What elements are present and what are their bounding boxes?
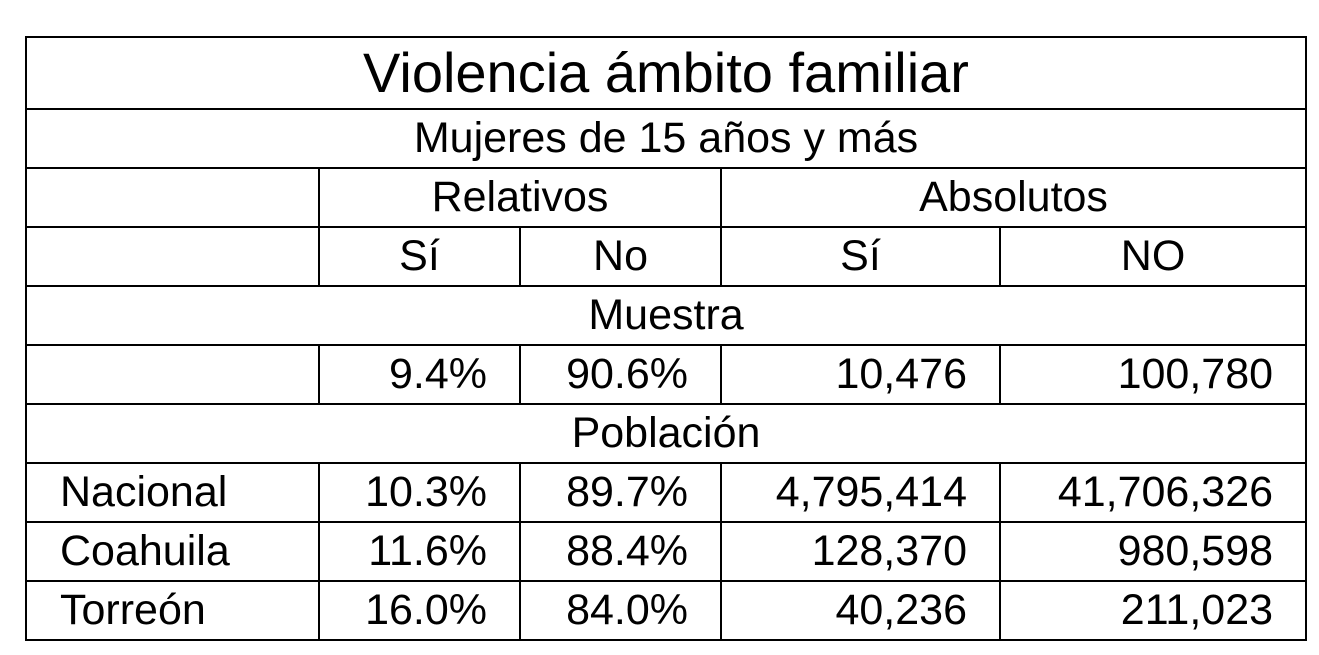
cell-rel-si: 16.0% (318, 580, 521, 641)
violence-stats-table: Violencia ámbito familiar Mujeres de 15 … (24, 36, 1308, 641)
cell-abs-no: 41,706,326 (998, 462, 1308, 523)
cell-abs-no: 980,598 (998, 521, 1308, 582)
group-header-absolutos: Absolutos (719, 167, 1308, 228)
row-label: Torreón (25, 580, 320, 641)
cell-abs-no: 100,780 (998, 344, 1308, 405)
column-header-abs-si: Sí (720, 226, 1001, 287)
cell-abs-si: 4,795,414 (720, 462, 1001, 523)
section-label-muestra: Muestra (24, 285, 1308, 346)
section-row-muestra: Muestra (24, 285, 1308, 346)
cell-rel-no: 89.7% (519, 462, 722, 523)
empty-header-cell (25, 226, 320, 287)
row-label: Nacional (25, 462, 320, 523)
column-header-rel-no: No (519, 226, 722, 287)
section-row-poblacion: Población (24, 403, 1308, 464)
title-row: Violencia ámbito familiar (24, 36, 1308, 110)
column-header-abs-no: NO (998, 226, 1308, 287)
row-label: Coahuila (25, 521, 320, 582)
cell-rel-no: 88.4% (519, 521, 722, 582)
cell-abs-si: 10,476 (720, 344, 1001, 405)
row-label (25, 344, 320, 405)
cell-rel-no: 90.6% (519, 344, 722, 405)
cell-abs-si: 40,236 (720, 580, 1001, 641)
cell-abs-si: 128,370 (720, 521, 1001, 582)
cell-rel-no: 84.0% (519, 580, 722, 641)
cell-rel-si: 10.3% (318, 462, 521, 523)
table-row: Coahuila 11.6% 88.4% 128,370 980,598 (25, 521, 1308, 582)
group-header-relativos: Relativos (318, 167, 722, 228)
section-label-poblacion: Población (24, 403, 1308, 464)
table-title: Violencia ámbito familiar (24, 36, 1308, 110)
table-subtitle: Mujeres de 15 años y más (24, 108, 1308, 169)
table-row: Torreón 16.0% 84.0% 40,236 211,023 (25, 580, 1308, 641)
table-row: Nacional 10.3% 89.7% 4,795,414 41,706,32… (25, 462, 1308, 523)
cell-abs-no: 211,023 (998, 580, 1308, 641)
empty-header-cell (25, 167, 320, 228)
cell-rel-si: 9.4% (318, 344, 521, 405)
subtitle-row: Mujeres de 15 años y más (24, 108, 1308, 169)
cell-rel-si: 11.6% (318, 521, 521, 582)
column-header-rel-si: Sí (318, 226, 521, 287)
column-header-row: Sí No Sí NO (25, 226, 1308, 287)
table-row: 9.4% 90.6% 10,476 100,780 (25, 344, 1308, 405)
group-header-row: Relativos Absolutos (25, 167, 1308, 228)
